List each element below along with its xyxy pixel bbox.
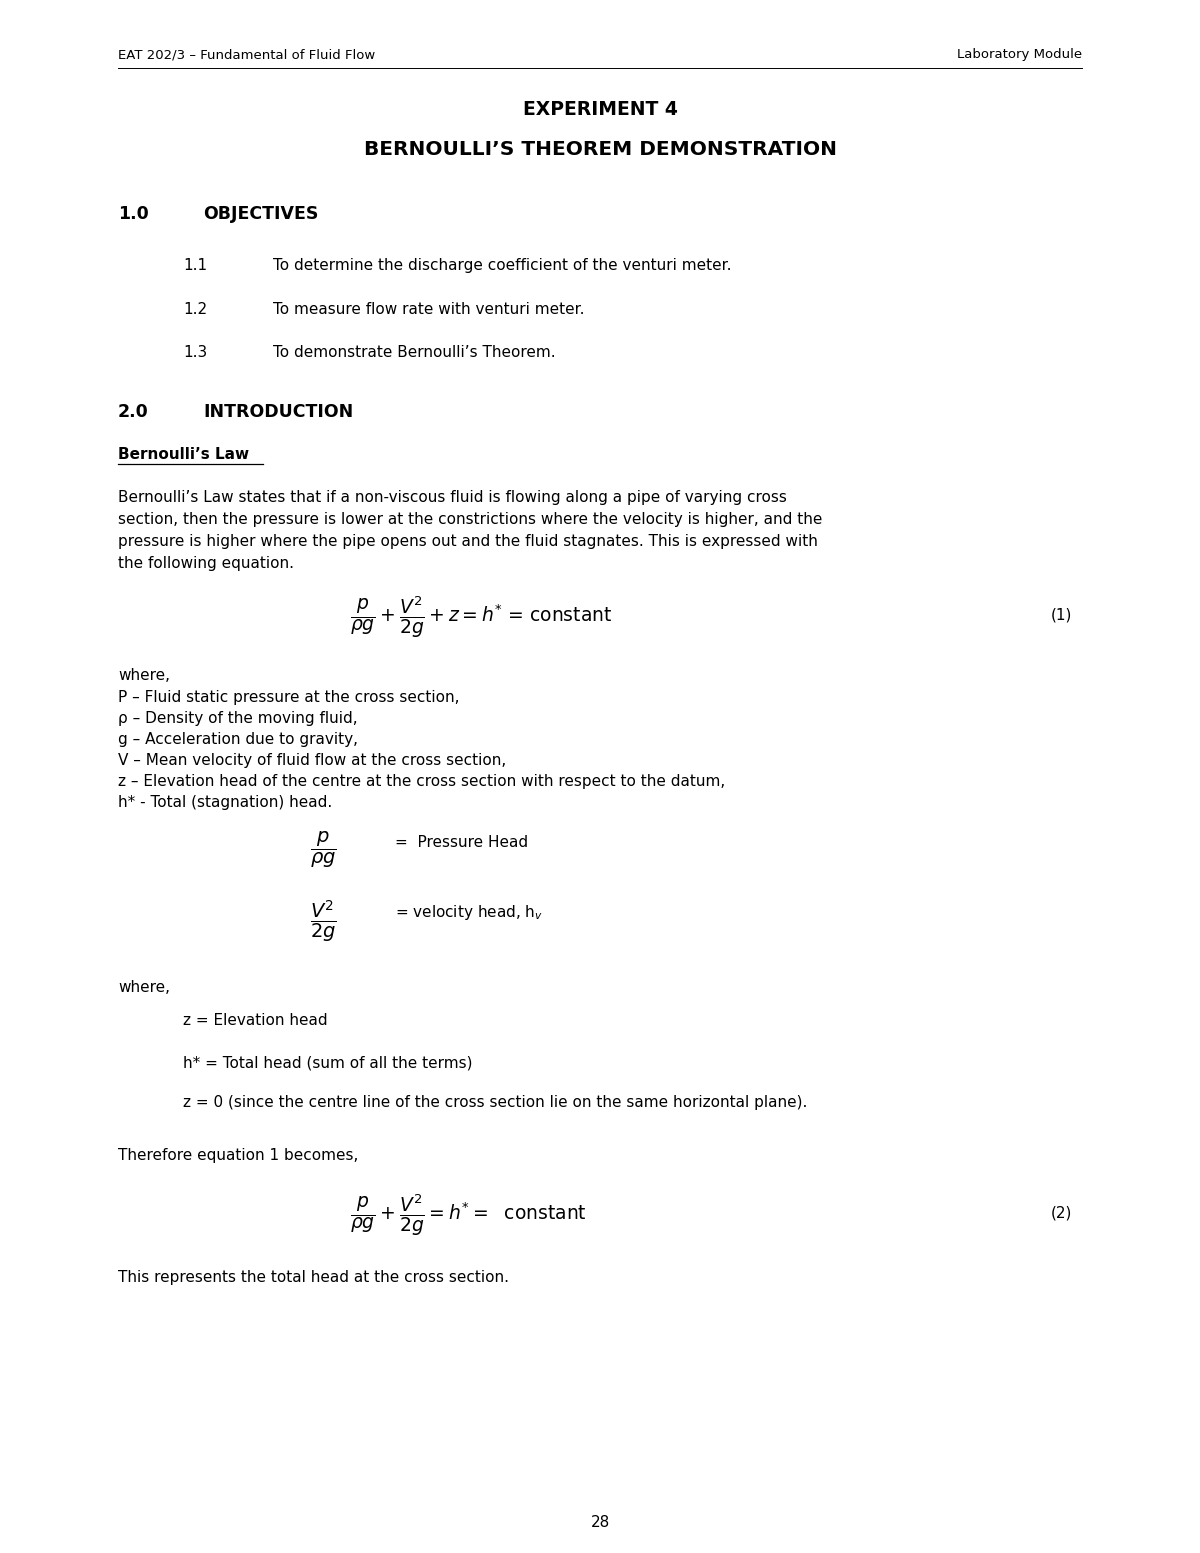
Text: section, then the pressure is lower at the constrictions where the velocity is h: section, then the pressure is lower at t… <box>118 512 822 526</box>
Text: Therefore equation 1 becomes,: Therefore equation 1 becomes, <box>118 1148 359 1163</box>
Text: Bernoulli’s Law states that if a non-viscous fluid is flowing along a pipe of va: Bernoulli’s Law states that if a non-vis… <box>118 491 787 505</box>
Text: where,: where, <box>118 980 170 995</box>
Text: g – Acceleration due to gravity,: g – Acceleration due to gravity, <box>118 731 358 747</box>
Text: OBJECTIVES: OBJECTIVES <box>203 205 318 224</box>
Text: h* - Total (stagnation) head.: h* - Total (stagnation) head. <box>118 795 332 811</box>
Text: where,: where, <box>118 668 170 683</box>
Text: 1.2: 1.2 <box>182 301 208 317</box>
Text: INTRODUCTION: INTRODUCTION <box>203 402 353 421</box>
Text: z = 0 (since the centre line of the cross section lie on the same horizontal pla: z = 0 (since the centre line of the cros… <box>182 1095 808 1110</box>
Text: (2): (2) <box>1051 1205 1072 1221</box>
Text: Bernoulli’s Law: Bernoulli’s Law <box>118 447 250 461</box>
Text: EXPERIMENT 4: EXPERIMENT 4 <box>522 99 678 120</box>
Text: $\dfrac{p}{\rho g}+\dfrac{V^{2}}{2g}=h^{*}=$  constant: $\dfrac{p}{\rho g}+\dfrac{V^{2}}{2g}=h^{… <box>350 1193 587 1238</box>
Text: h* = Total head (sum of all the terms): h* = Total head (sum of all the terms) <box>182 1054 473 1070</box>
Text: 2.0: 2.0 <box>118 402 149 421</box>
Text: To measure flow rate with venturi meter.: To measure flow rate with venturi meter. <box>274 301 584 317</box>
Text: =  Pressure Head: = Pressure Head <box>395 836 528 849</box>
Text: P – Fluid static pressure at the cross section,: P – Fluid static pressure at the cross s… <box>118 690 460 705</box>
Text: $\dfrac{V^{2}}{2g}$: $\dfrac{V^{2}}{2g}$ <box>310 898 337 944</box>
Text: = velocity head, h$_v$: = velocity head, h$_v$ <box>395 902 544 922</box>
Text: (1): (1) <box>1051 607 1072 623</box>
Text: $\dfrac{p}{\rho g}$: $\dfrac{p}{\rho g}$ <box>310 829 337 870</box>
Text: 1.3: 1.3 <box>182 345 208 360</box>
Text: To determine the discharge coefficient of the venturi meter.: To determine the discharge coefficient o… <box>274 258 732 273</box>
Text: $\dfrac{p}{\rho g}+\dfrac{V^{2}}{2g}+z=h^{*}$ = constant: $\dfrac{p}{\rho g}+\dfrac{V^{2}}{2g}+z=h… <box>350 595 612 640</box>
Text: ρ – Density of the moving fluid,: ρ – Density of the moving fluid, <box>118 711 358 725</box>
Text: pressure is higher where the pipe opens out and the fluid stagnates. This is exp: pressure is higher where the pipe opens … <box>118 534 818 550</box>
Text: 28: 28 <box>590 1516 610 1530</box>
Text: 1.0: 1.0 <box>118 205 149 224</box>
Text: V – Mean velocity of fluid flow at the cross section,: V – Mean velocity of fluid flow at the c… <box>118 753 506 769</box>
Text: This represents the total head at the cross section.: This represents the total head at the cr… <box>118 1270 509 1284</box>
Text: z = Elevation head: z = Elevation head <box>182 1013 328 1028</box>
Text: 1.1: 1.1 <box>182 258 208 273</box>
Text: Laboratory Module: Laboratory Module <box>956 48 1082 61</box>
Text: BERNOULLI’S THEOREM DEMONSTRATION: BERNOULLI’S THEOREM DEMONSTRATION <box>364 140 836 158</box>
Text: To demonstrate Bernoulli’s Theorem.: To demonstrate Bernoulli’s Theorem. <box>274 345 556 360</box>
Text: EAT 202/3 – Fundamental of Fluid Flow: EAT 202/3 – Fundamental of Fluid Flow <box>118 48 376 61</box>
Text: z – Elevation head of the centre at the cross section with respect to the datum,: z – Elevation head of the centre at the … <box>118 773 725 789</box>
Text: the following equation.: the following equation. <box>118 556 294 572</box>
